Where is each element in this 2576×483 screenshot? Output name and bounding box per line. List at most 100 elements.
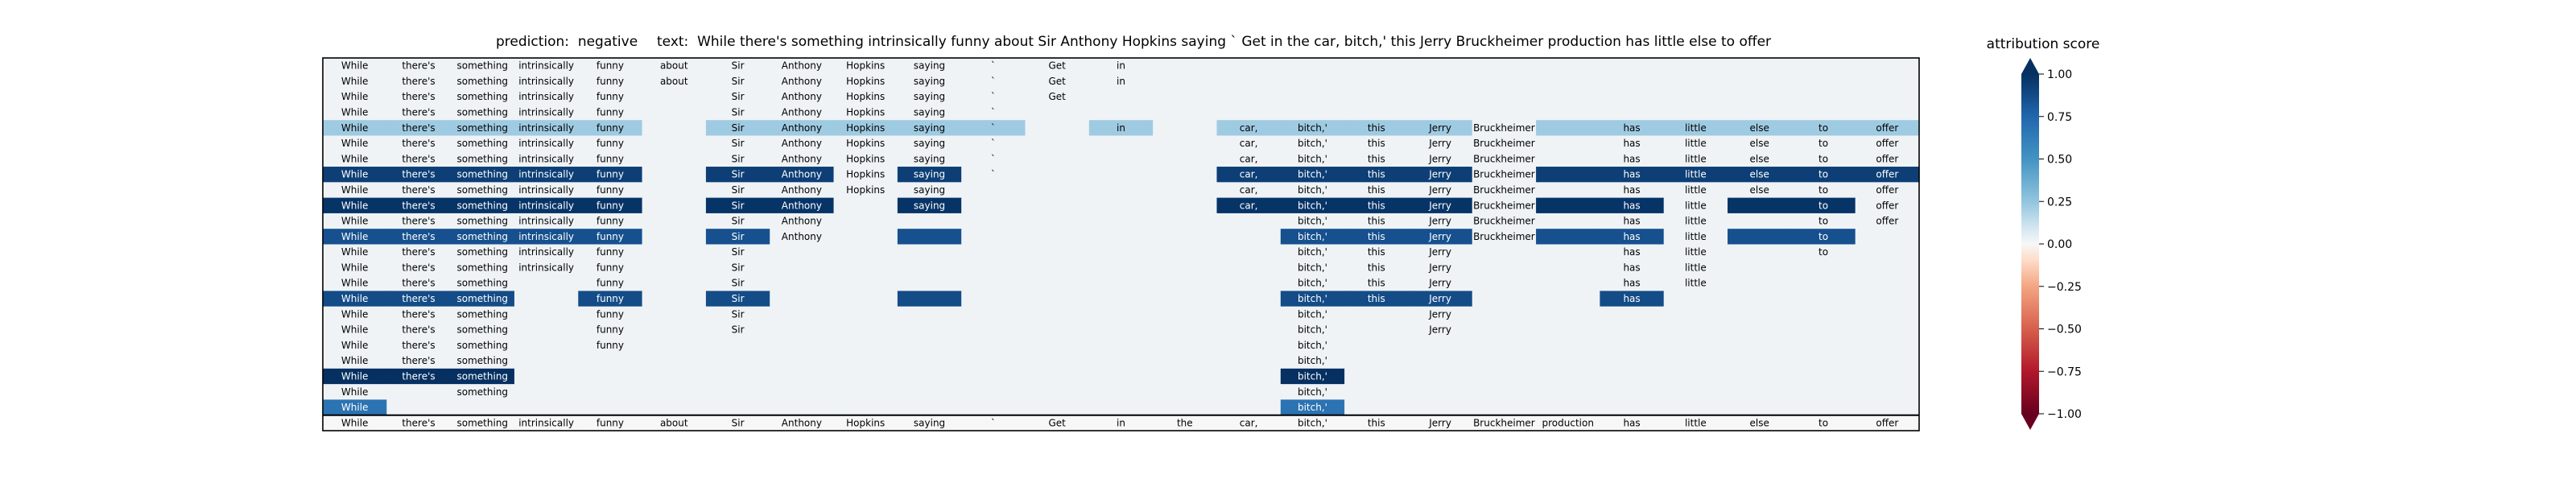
heatmap-row: While there's something intrinsically funny S… bbox=[323, 135, 1920, 152]
token-label: there's bbox=[402, 355, 435, 366]
heatmap-cell bbox=[323, 135, 387, 152]
token-label: to bbox=[1818, 169, 1828, 180]
heatmap-cell bbox=[705, 259, 770, 276]
heatmap-cell bbox=[1408, 135, 1473, 152]
heatmap-cell bbox=[1663, 213, 1728, 229]
heatmap-cell bbox=[833, 337, 898, 354]
heatmap-cell bbox=[1344, 244, 1410, 261]
heatmap-cell bbox=[1791, 306, 1856, 323]
heatmap-cell bbox=[1153, 104, 1218, 121]
heatmap-row: While there's something bitch,' bbox=[323, 368, 1920, 385]
token-label: bitch,' bbox=[1298, 262, 1327, 273]
heatmap-cell bbox=[1600, 353, 1665, 369]
heatmap-cell bbox=[1025, 244, 1090, 261]
heatmap-cell bbox=[1153, 135, 1218, 152]
heatmap-cell bbox=[386, 229, 452, 246]
token-label: Get bbox=[1048, 76, 1066, 87]
heatmap-cell bbox=[897, 337, 962, 354]
heatmap-cell bbox=[1472, 337, 1537, 354]
heatmap-cell bbox=[705, 120, 770, 137]
token-label: little bbox=[1685, 138, 1707, 149]
heatmap-cell bbox=[897, 353, 962, 369]
heatmap-cell bbox=[1728, 384, 1792, 401]
heatmap-cell bbox=[450, 73, 515, 90]
heatmap-cell bbox=[1472, 104, 1537, 121]
token-label: saying bbox=[914, 60, 945, 72]
heatmap-cell bbox=[897, 73, 962, 90]
heatmap-cell bbox=[578, 399, 643, 416]
heatmap-cell bbox=[705, 291, 770, 308]
token-label: funny bbox=[597, 91, 624, 102]
heatmap-cell bbox=[323, 120, 387, 137]
heatmap-cell bbox=[578, 89, 643, 105]
token-label: Jerry bbox=[1428, 184, 1451, 196]
heatmap-cell bbox=[897, 306, 962, 323]
heatmap-cell bbox=[770, 120, 835, 137]
heatmap-cell bbox=[833, 353, 898, 369]
token-label: something bbox=[457, 278, 509, 289]
token-label: to bbox=[1818, 231, 1828, 242]
token-label: there's bbox=[402, 200, 435, 211]
token-label: Jerry bbox=[1428, 293, 1451, 304]
heatmap-cell bbox=[833, 151, 898, 167]
heatmap-cell bbox=[1600, 120, 1665, 137]
heatmap-row: While there's something funny Sir bitch,' Jerr… bbox=[323, 321, 1920, 338]
heatmap-cell bbox=[450, 213, 515, 229]
heatmap-cell bbox=[514, 73, 579, 90]
heatmap-cell bbox=[1153, 151, 1218, 167]
token-label: Get bbox=[1048, 60, 1066, 72]
token-label: this bbox=[1368, 293, 1385, 304]
heatmap-cell bbox=[770, 151, 835, 167]
heatmap-cell bbox=[833, 104, 898, 121]
heatmap-cell bbox=[1088, 353, 1154, 369]
heatmap-cell bbox=[578, 275, 643, 291]
heatmap-cell bbox=[323, 306, 387, 323]
token-label: Bruckheimer bbox=[1473, 417, 1535, 428]
heatmap-cell bbox=[770, 89, 835, 105]
token-label: ` bbox=[991, 122, 996, 134]
heatmap-cell bbox=[450, 291, 515, 308]
heatmap-cell bbox=[705, 384, 770, 401]
heatmap-cell bbox=[450, 275, 515, 291]
heatmap-cell bbox=[386, 151, 452, 167]
heatmap-cell bbox=[1536, 197, 1600, 214]
heatmap-cell bbox=[1472, 415, 1537, 431]
heatmap-cell bbox=[642, 353, 707, 369]
token-label: Hopkins bbox=[846, 107, 885, 118]
heatmap-cell bbox=[1280, 321, 1345, 338]
heatmap-cell bbox=[514, 337, 579, 354]
heatmap-cell bbox=[1088, 73, 1154, 90]
heatmap-cell bbox=[1408, 321, 1473, 338]
heatmap-cell bbox=[514, 120, 579, 137]
heatmap-cell bbox=[514, 291, 579, 308]
heatmap-cell bbox=[450, 135, 515, 152]
token-label: this bbox=[1368, 262, 1385, 273]
plot-frame bbox=[322, 57, 1920, 431]
heatmap-cell bbox=[1728, 275, 1792, 291]
heatmap-cell bbox=[897, 384, 962, 401]
heatmap-cell bbox=[1663, 197, 1728, 214]
heatmap-cell bbox=[1663, 182, 1728, 199]
heatmap-cell bbox=[1408, 182, 1473, 199]
token-label: something bbox=[457, 216, 509, 227]
heatmap-cell bbox=[578, 197, 643, 214]
token-label: there's bbox=[402, 231, 435, 242]
token-label: little bbox=[1685, 417, 1707, 428]
heatmap-cell bbox=[1025, 399, 1090, 416]
heatmap-cell bbox=[1472, 244, 1537, 261]
heatmap-cell bbox=[961, 368, 1026, 385]
heatmap-cell bbox=[1025, 229, 1090, 246]
heatmap-cell bbox=[323, 229, 387, 246]
heatmap-cell bbox=[1216, 182, 1282, 199]
heatmap-cell bbox=[961, 291, 1026, 308]
heatmap-cell bbox=[514, 182, 579, 199]
heatmap-cell bbox=[1600, 321, 1665, 338]
heatmap-cell bbox=[1791, 167, 1856, 183]
token-label: funny bbox=[597, 200, 624, 211]
token-label: in bbox=[1117, 122, 1125, 134]
heatmap-cell bbox=[705, 337, 770, 354]
token-label: funny bbox=[597, 262, 624, 273]
token-label: intrinsically bbox=[518, 60, 574, 72]
heatmap-cell bbox=[833, 259, 898, 276]
heatmap-cell bbox=[1855, 104, 1920, 121]
